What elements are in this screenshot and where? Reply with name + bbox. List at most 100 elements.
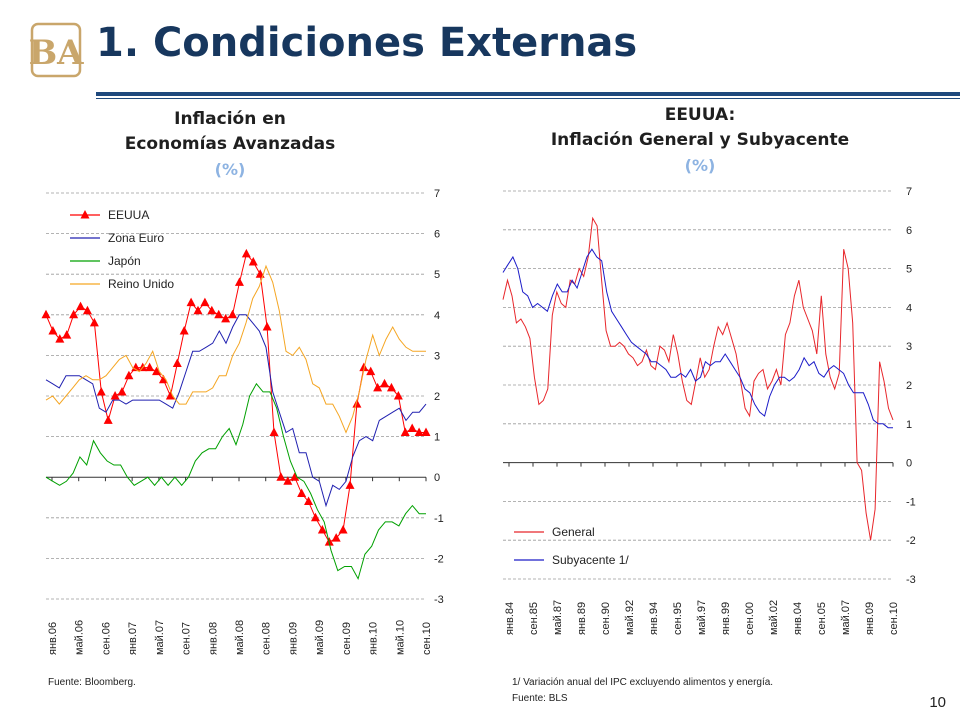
- chart1-point: [248, 257, 258, 266]
- bank-logo-icon: BA: [28, 22, 84, 78]
- chart1-title-line2: Economías Avanzadas: [124, 134, 336, 154]
- chart1-xtick-label: сен.06: [100, 622, 112, 655]
- chart1-xtick-label: янв.09: [287, 622, 299, 655]
- chart1-xtick-label: май.10: [394, 620, 406, 655]
- page-number: 10: [929, 694, 946, 711]
- chart1-point: [76, 301, 86, 311]
- chart1-xtick-label: май.06: [74, 620, 86, 655]
- chart2-xtick-label: сен.10: [888, 602, 900, 635]
- chart1-point: [55, 334, 65, 343]
- chart1-point: [290, 472, 300, 481]
- chart1-legend-label: Zona Euro: [108, 231, 164, 245]
- chart1-point: [172, 358, 182, 368]
- note-right: 1/ Variación anual del IPC excluyendo al…: [512, 677, 774, 688]
- chart1-point: [62, 330, 72, 339]
- chart2-ytick-label: 6: [906, 225, 912, 237]
- chart1-point: [110, 391, 120, 400]
- chart1-point: [186, 297, 196, 307]
- chart1-point: [103, 415, 113, 424]
- chart2-xtick-label: май.02: [768, 600, 780, 635]
- chart1-point: [310, 512, 320, 522]
- chart2-series-line-1: [502, 248, 893, 429]
- svg-text:BA: BA: [28, 33, 84, 73]
- chart1-xtick-label: сен.07: [181, 622, 193, 655]
- chart2-xtick-label: сен.90: [600, 602, 612, 635]
- chart2-xtick-label: янв.94: [648, 602, 660, 635]
- chart1-legend-label: EEUUA: [108, 208, 149, 222]
- chart1-point: [131, 362, 141, 372]
- chart2-ytick-label: 3: [906, 341, 912, 353]
- chart2-xtick-label: сен.00: [744, 602, 756, 635]
- chart2-ytick-label: -3: [906, 574, 916, 586]
- chart2-title: EEUUA: Inflación General y Subyacente (%…: [480, 103, 920, 178]
- chart1-series-line-2: [45, 382, 426, 581]
- chart1-point: [331, 533, 341, 542]
- chart1-series-line-1: [45, 314, 427, 508]
- chart2-unit: (%): [684, 156, 716, 175]
- chart2-ytick-label: 5: [906, 264, 912, 276]
- chart1-point: [179, 326, 189, 335]
- chart2-ytick-label: 0: [906, 458, 912, 470]
- chart2-title-line1: EEUUA:: [664, 105, 736, 125]
- chart1-point: [96, 386, 106, 396]
- source-left: Fuente: Bloomberg.: [48, 677, 136, 688]
- chart2-legend-label: General: [552, 525, 595, 539]
- chart1-point: [165, 391, 175, 400]
- chart1-xtick-label: сен.10: [421, 622, 433, 655]
- chart2-ytick-label: 2: [906, 380, 912, 392]
- chart1-legend-label: Reino Unido: [108, 277, 174, 291]
- chart1-title: Inflación en Economías Avanzadas (%): [40, 107, 420, 182]
- chart2-xtick-label: май.92: [624, 600, 636, 635]
- chart1-series-line-3: [45, 264, 426, 434]
- chart1-point: [393, 391, 403, 400]
- chart1-xtick-label: сен.08: [261, 622, 273, 655]
- chart1-xtick-label: янв.10: [368, 622, 380, 655]
- chart1-xtick-label: янв.08: [207, 622, 219, 655]
- chart2-ytick-label: 7: [906, 186, 912, 198]
- chart1-point: [89, 317, 99, 327]
- chart1-ytick-label: -1: [434, 513, 444, 525]
- chart1-point: [352, 399, 362, 408]
- chart1-point: [283, 476, 293, 485]
- chart1-point: [158, 374, 168, 384]
- chart1-xtick-label: сен.09: [341, 622, 353, 655]
- chart1-ytick-label: 2: [434, 391, 440, 403]
- chart1-point: [380, 378, 390, 388]
- chart1-point: [228, 309, 238, 319]
- chart1-point: [41, 309, 51, 319]
- chart1-xtick-label: май.07: [154, 620, 166, 655]
- chart1-point: [269, 427, 279, 437]
- chart2-title-line2: Inflación General y Subyacente: [550, 130, 850, 150]
- source-right: Fuente: BLS: [512, 693, 568, 704]
- chart2-legend-label: Subyacente 1/: [552, 553, 629, 567]
- chart2-ytick-label: 4: [906, 302, 912, 314]
- chart2-xtick-label: янв.89: [576, 602, 588, 635]
- chart1-point: [414, 427, 424, 437]
- chart1-point: [338, 524, 348, 534]
- chart1-xtick-label: май.09: [314, 620, 326, 655]
- chart2-ytick-label: -1: [906, 496, 916, 508]
- chart2-xtick-label: сен.95: [672, 602, 684, 635]
- title-rule-thin: [96, 98, 960, 99]
- chart1-point: [69, 309, 79, 319]
- chart1-ytick-label: -3: [434, 594, 444, 606]
- chart1-point: [145, 362, 155, 372]
- chart2-xtick-label: янв.04: [792, 602, 804, 635]
- chart1-point: [124, 370, 134, 380]
- chart2-xtick-label: май.97: [696, 600, 708, 635]
- chart2-series-line-0: [502, 216, 894, 541]
- chart1-point: [345, 480, 355, 489]
- chart1-ytick-label: 0: [434, 472, 440, 484]
- chart1-point: [366, 366, 376, 376]
- chart1-point: [152, 366, 162, 376]
- chart2-xtick-label: сен.85: [528, 602, 540, 635]
- chart1-ytick-label: 5: [434, 269, 440, 281]
- chart1-point: [276, 472, 286, 481]
- chart1-legend-marker: [80, 210, 90, 219]
- chart1-ytick-label: 4: [434, 310, 440, 322]
- chart1-xtick-label: янв.06: [47, 622, 59, 655]
- chart1-point: [214, 309, 224, 319]
- chart1-point: [117, 386, 127, 396]
- slide-title: 1. Condiciones Externas: [96, 20, 638, 66]
